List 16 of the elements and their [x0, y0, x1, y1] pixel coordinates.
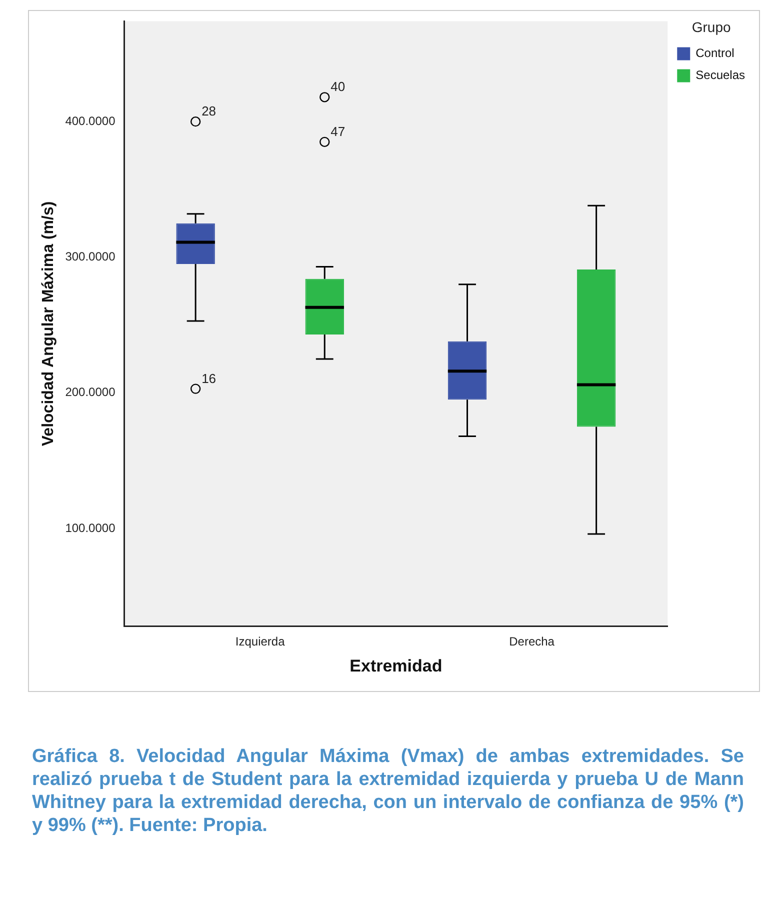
x-tick-label: Izquierda	[235, 634, 286, 649]
y-axis-title: Velocidad Angular Máxima (m/s)	[40, 201, 58, 446]
y-tick-label: 100.0000	[65, 520, 116, 535]
legend-label: Secuelas	[696, 68, 746, 82]
annotation: 16	[202, 370, 216, 386]
annotation: 28	[202, 104, 216, 119]
legend-label: Control	[696, 46, 734, 60]
x-axis-title: Extremidad	[350, 656, 442, 676]
text: Gráfica 8. Velocidad Angular Máxima (Vmax) de ambas extremidades. Se realizó prueba t de Student para la extremidad izquierda y prueba U de Mann Whitney para la extremidad derecha, con un intervalo de confianza de 95% (*) y 99% (**). Fuente: Propia.	[32, 745, 744, 837]
annotation: 40	[330, 79, 346, 94]
legend-title: Grupo	[692, 18, 731, 35]
y-tick-label: 300.0000	[65, 250, 116, 264]
annotation: 47	[330, 124, 346, 139]
x-tick-label: Derecha	[509, 634, 555, 649]
y-tick-label: 200.0000	[65, 385, 116, 400]
y-tick-label: 400.0000	[65, 114, 116, 128]
